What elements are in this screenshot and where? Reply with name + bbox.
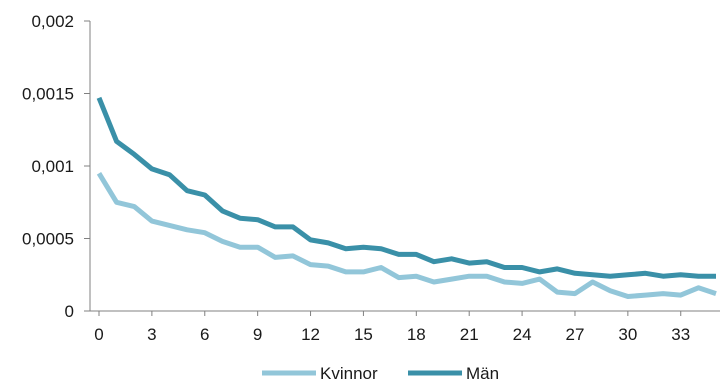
legend-label: Män xyxy=(466,364,499,380)
x-tick-label: 30 xyxy=(618,325,637,344)
x-tick-label: 3 xyxy=(147,325,156,344)
x-tick-label: 12 xyxy=(301,325,320,344)
x-tick-label: 21 xyxy=(460,325,479,344)
x-tick-label: 24 xyxy=(513,325,532,344)
chart-axes xyxy=(89,21,720,312)
x-tick-label: 18 xyxy=(407,325,426,344)
y-tick-label: 0,0005 xyxy=(22,230,74,249)
legend-label: Kvinnor xyxy=(320,364,378,380)
y-tick-label: 0,002 xyxy=(31,12,74,31)
series-line-m-n xyxy=(96,96,716,279)
x-tick-label: 15 xyxy=(354,325,373,344)
x-tick-label: 27 xyxy=(566,325,585,344)
x-tick-label: 0 xyxy=(94,325,103,344)
y-tick-label: 0,001 xyxy=(31,157,74,176)
x-tick-label: 9 xyxy=(253,325,262,344)
chart-legend: Kvinnor Män xyxy=(262,364,499,380)
y-tick-label: 0,0015 xyxy=(22,85,74,104)
legend-item: Kvinnor xyxy=(262,364,378,380)
chart-series xyxy=(96,96,717,299)
x-tick-label: 33 xyxy=(671,325,690,344)
y-tick-label: 0 xyxy=(65,302,74,321)
legend-item: Män xyxy=(408,364,499,380)
y-axis-ticks: 0 0,0005 0,001 0,0015 0,002 xyxy=(22,12,90,321)
x-tick-label: 6 xyxy=(200,325,209,344)
series-line-kvinnor xyxy=(96,172,717,299)
x-axis-ticks: 0 3 6 9 12 15 18 21 24 27 30 33 xyxy=(94,311,690,344)
